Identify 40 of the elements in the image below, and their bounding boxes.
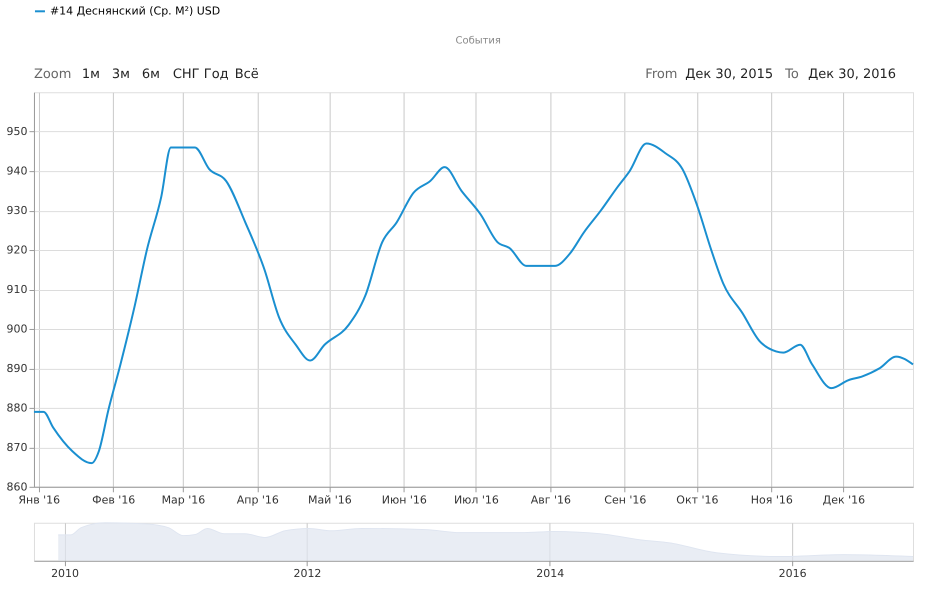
x-tick-label: Сен '16 <box>604 493 646 506</box>
y-tick-label: 910 <box>6 283 28 296</box>
text: Дек 30, 2016 <box>808 67 896 82</box>
x-tick-label: Май '16 <box>308 493 352 506</box>
text: Zoom <box>34 67 72 82</box>
y-tick-label: 930 <box>6 204 28 218</box>
y-tick-label: 880 <box>6 401 28 414</box>
text: From <box>645 67 678 82</box>
text: To <box>784 67 799 82</box>
text: 1м <box>82 67 100 82</box>
legend-label: #14 Деснянский (Ср. М²) USD <box>50 4 220 18</box>
x-tick-label: 2012 <box>293 567 322 580</box>
y-tick-label: 940 <box>6 164 28 178</box>
text: Всё <box>234 67 259 82</box>
y-tick-label: 950 <box>6 125 28 138</box>
text: Год <box>204 67 229 82</box>
y-tick-label: 900 <box>6 322 28 336</box>
y-tick-label: 920 <box>6 244 28 257</box>
text: СНГ <box>172 67 200 82</box>
text: Дек 30, 2015 <box>685 67 774 82</box>
text: События <box>456 35 501 46</box>
x-tick-label: Авг '16 <box>530 493 571 506</box>
y-tick-label: 890 <box>6 362 28 375</box>
line-series <box>32 142 914 464</box>
x-tick-label: Дек '16 <box>822 493 866 506</box>
x-tick-label: Янв '16 <box>18 493 60 506</box>
y-tick-label: 860 <box>6 480 28 494</box>
x-tick-label: Фев '16 <box>92 493 136 506</box>
text: 3м <box>112 67 130 82</box>
x-tick-label: 2016 <box>778 567 807 580</box>
x-tick-label: Июл '16 <box>454 493 499 506</box>
x-tick-label: Мар '16 <box>162 493 206 506</box>
text: 6м <box>142 67 160 82</box>
x-tick-label: Апр '16 <box>236 493 279 506</box>
x-tick-label: Ноя '16 <box>750 493 793 506</box>
x-tick-label: 2010 <box>51 567 79 580</box>
y-tick-label: 870 <box>6 440 28 454</box>
x-tick-label: 2014 <box>536 567 564 580</box>
x-tick-label: Окт '16 <box>676 493 718 506</box>
x-tick-label: Июн '16 <box>382 493 427 506</box>
